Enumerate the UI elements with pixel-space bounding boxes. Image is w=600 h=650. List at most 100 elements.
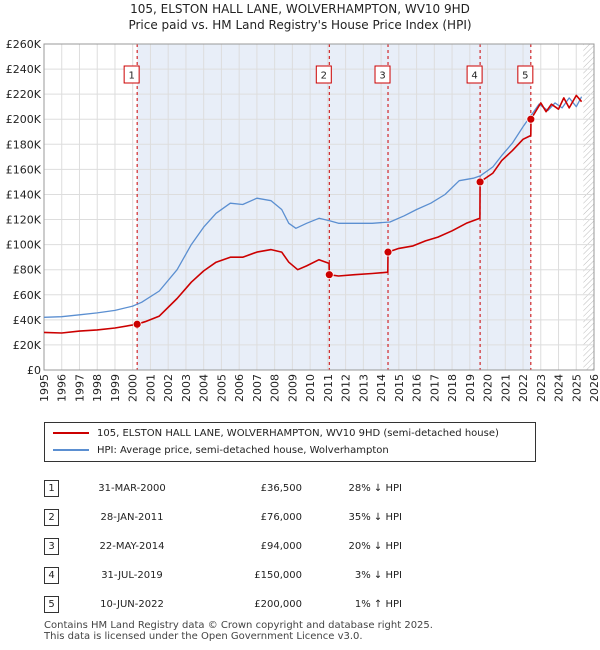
sale-label-number: 3 <box>379 71 385 82</box>
sale-number-badge: 2 <box>44 509 59 526</box>
price-chart: £0 £20K £40K £60K £80K £100K £120K £140K £160K £1… <box>6 38 600 402</box>
sale-date: 28-JAN-2011 <box>100 512 164 523</box>
footer-line-1: Contains HM Land Registry data © Crown c… <box>44 620 433 631</box>
x-tick-label: 2012 <box>340 374 353 402</box>
sale-label-number: 2 <box>321 71 327 82</box>
y-tick-label: £60K <box>13 289 42 302</box>
y-tick-label: £100K <box>6 239 42 252</box>
x-tick-label: 2003 <box>180 374 193 402</box>
sale-number-badge: 1 <box>44 480 59 497</box>
sale-hpi-diff: 1% ↑ HPI <box>354 599 402 610</box>
sale-point <box>526 114 536 124</box>
x-tick-label: 1999 <box>109 374 122 402</box>
table-row: 5 10-JUN-2022 £200,000 1% ↑ HPI <box>44 590 402 619</box>
y-tick-label: £180K <box>6 138 42 151</box>
sale-date: 10-JUN-2022 <box>100 599 164 610</box>
table-row: 4 31-JUL-2019 £150,000 3% ↓ HPI <box>44 561 402 590</box>
x-tick-label: 2018 <box>446 374 459 402</box>
legend-label-hpi: HPI: Average price, semi-detached house,… <box>97 444 389 456</box>
x-tick-label: 2024 <box>553 374 566 402</box>
sale-label-box <box>374 65 391 84</box>
legend-item-property: 105, ELSTON HALL LANE, WOLVERHAMPTON, WV… <box>53 425 499 441</box>
chart-title: 105, ELSTON HALL LANE, WOLVERHAMPTON, WV… <box>130 2 470 16</box>
sale-price: £150,000 <box>254 570 302 581</box>
sale-point <box>132 319 142 329</box>
sale-label-number: 5 <box>522 71 528 82</box>
x-tick-label: 2017 <box>428 374 441 402</box>
chart-subtitle: Price paid vs. HM Land Registry's House … <box>128 18 472 32</box>
x-tick-label: 2005 <box>215 374 228 402</box>
x-tick-label: 2010 <box>304 374 317 402</box>
footer-notice: Contains HM Land Registry data © Crown c… <box>44 620 433 642</box>
sale-label-box <box>466 65 483 84</box>
sale-number-badge: 3 <box>44 538 59 555</box>
y-tick-label: £260K <box>6 38 42 51</box>
x-tick-label: 1998 <box>91 374 104 402</box>
sale-price: £200,000 <box>254 599 302 610</box>
x-tick-label: 2025 <box>570 374 583 402</box>
sale-price: £36,500 <box>260 483 302 494</box>
sale-date: 22-MAY-2014 <box>99 541 165 552</box>
y-tick-label: £200K <box>6 113 42 126</box>
x-tick-label: 1997 <box>73 374 86 402</box>
y-tick-label: £220K <box>6 88 42 101</box>
legend-swatch-hpi <box>53 449 89 451</box>
x-tick-label: 2015 <box>393 374 406 402</box>
chart-legend: 105, ELSTON HALL LANE, WOLVERHAMPTON, WV… <box>44 422 536 462</box>
y-tick-label: £0 <box>27 364 41 377</box>
y-tick-label: £80K <box>13 264 42 277</box>
sale-number-badge: 4 <box>44 567 59 584</box>
x-tick-label: 2011 <box>322 374 335 402</box>
y-tick-label: £240K <box>6 63 42 76</box>
x-tick-label: 2022 <box>517 374 530 402</box>
x-tick-label: 2026 <box>588 374 600 402</box>
table-row: 2 28-JAN-2011 £76,000 35% ↓ HPI <box>44 503 402 532</box>
x-tick-label: 2007 <box>251 374 264 402</box>
sale-label-box <box>517 65 534 84</box>
x-tick-label: 2008 <box>269 374 282 402</box>
x-tick-label: 2019 <box>464 374 477 402</box>
sale-number-badge: 5 <box>44 596 59 613</box>
x-tick-label: 2023 <box>535 374 548 402</box>
sale-label-box <box>315 65 332 84</box>
sale-point <box>383 247 393 257</box>
x-tick-label: 1996 <box>56 374 69 402</box>
footer-line-2: This data is licensed under the Open Gov… <box>44 631 363 642</box>
x-tick-label: 2016 <box>411 374 424 402</box>
x-tick-label: 2000 <box>127 374 140 402</box>
sale-period-band <box>137 44 531 370</box>
x-tick-label: 2004 <box>198 374 211 402</box>
x-tick-label: 1995 <box>38 374 51 402</box>
forecast-hatch <box>583 44 594 370</box>
legend-label-property: 105, ELSTON HALL LANE, WOLVERHAMPTON, WV… <box>97 427 499 439</box>
y-tick-label: £160K <box>6 163 42 176</box>
y-tick-label: £120K <box>6 214 42 227</box>
legend-swatch-property <box>53 432 89 434</box>
sales-table: 1 31-MAR-2000 £36,500 28% ↓ HPI 2 28-JAN… <box>44 474 402 619</box>
sale-hpi-diff: 20% ↓ HPI <box>348 541 402 552</box>
y-tick-label: £140K <box>6 188 42 201</box>
table-row: 3 22-MAY-2014 £94,000 20% ↓ HPI <box>44 532 402 561</box>
plot-frame <box>43 43 595 371</box>
x-tick-label: 2021 <box>499 374 512 402</box>
sale-hpi-diff: 35% ↓ HPI <box>348 512 402 523</box>
sale-price: £76,000 <box>260 512 302 523</box>
sale-price: £94,000 <box>260 541 302 552</box>
sale-label-number: 4 <box>471 71 477 82</box>
sale-hpi-diff: 3% ↓ HPI <box>354 570 402 581</box>
x-tick-label: 2006 <box>233 374 246 402</box>
sale-date: 31-MAR-2000 <box>98 483 166 494</box>
legend-item-hpi: HPI: Average price, semi-detached house,… <box>53 442 389 458</box>
property-price-line <box>43 94 583 334</box>
sale-label-box <box>123 65 140 84</box>
x-tick-label: 2013 <box>357 374 370 402</box>
sale-date: 31-JUL-2019 <box>101 570 163 581</box>
x-tick-label: 2001 <box>144 374 157 402</box>
sale-hpi-diff: 28% ↓ HPI <box>348 483 402 494</box>
sale-label-number: 1 <box>128 71 134 82</box>
table-row: 1 31-MAR-2000 £36,500 28% ↓ HPI <box>44 474 402 503</box>
sale-point <box>324 270 334 280</box>
x-tick-label: 2009 <box>286 374 299 402</box>
x-tick-label: 2020 <box>482 374 495 402</box>
y-tick-label: £20K <box>13 339 42 352</box>
